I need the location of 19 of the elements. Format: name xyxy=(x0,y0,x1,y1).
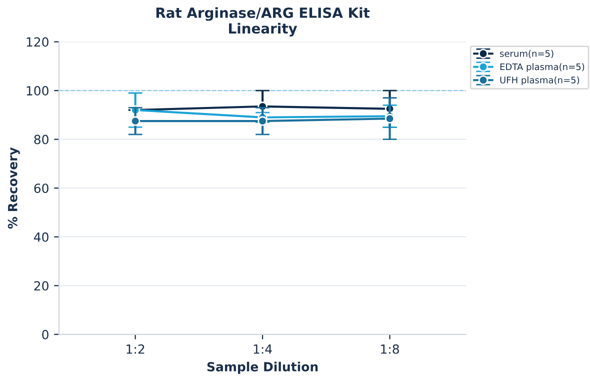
y-tick-label: 20 xyxy=(34,281,48,291)
x-tick-label: 1:2 xyxy=(126,344,144,354)
y-tick-label: 60 xyxy=(34,184,48,194)
y-tick-label: 0 xyxy=(42,330,48,340)
point xyxy=(258,116,268,126)
legend-label: UFH plasma(n=5) xyxy=(500,76,580,86)
point xyxy=(384,114,395,124)
y-axis-title: % Recovery xyxy=(8,147,20,229)
x-axis-title: Sample Dilution xyxy=(207,362,318,374)
legend-label: serum(n=5) xyxy=(500,50,554,58)
y-tick-label: 40 xyxy=(34,232,48,242)
point xyxy=(130,116,140,126)
y-tick-label: 80 xyxy=(34,134,48,144)
x-tick-label: 1:4 xyxy=(254,344,272,354)
legend-label: EDTA plasma(n=5) xyxy=(500,63,584,72)
chart-title: Rat Arginase/ARG ELISA Kit Linearity xyxy=(156,7,370,36)
x-tick-label: 1:8 xyxy=(381,344,399,354)
y-tick-label: 100 xyxy=(26,86,48,96)
y-tick-label: 120 xyxy=(26,37,48,47)
